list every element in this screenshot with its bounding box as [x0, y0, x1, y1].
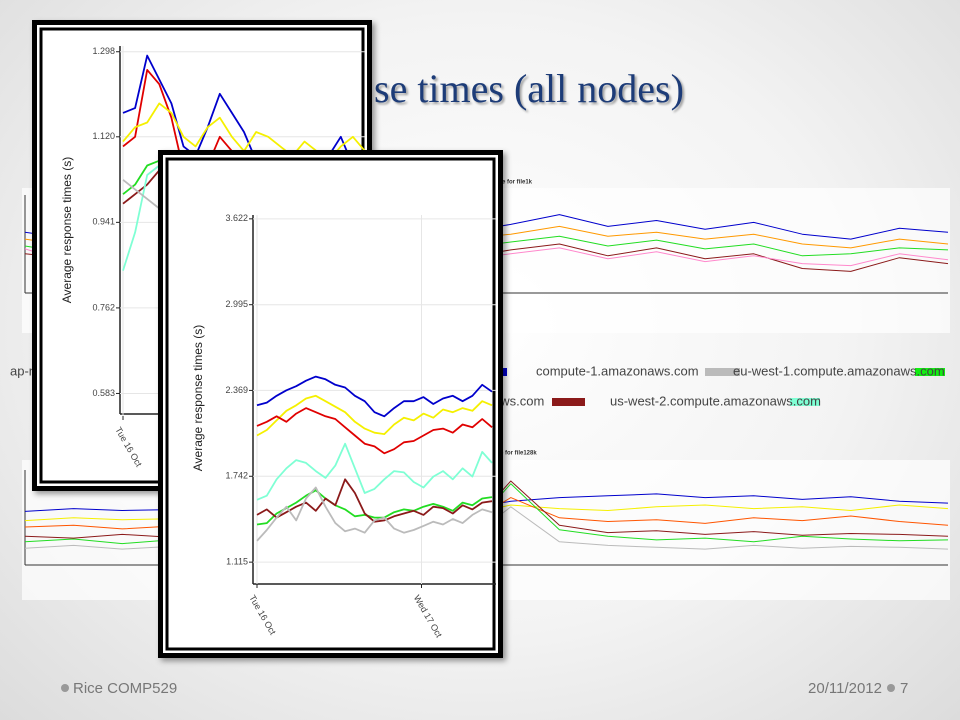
legend-swatch [790, 398, 820, 406]
legend-swatch [552, 398, 585, 406]
y-axis-label: Average response times (s) [191, 325, 205, 472]
series-line [256, 407, 493, 455]
y-tick-label: 1.742 [225, 471, 248, 481]
overlay-chart-2-plot: Average response times (s) 3.622 2.995 2.3… [191, 213, 496, 640]
y-tick-label: 3.622 [225, 213, 248, 223]
series-line [256, 489, 493, 526]
chart-title: nce for file1k [495, 180, 533, 186]
page-number: 7 [900, 680, 908, 697]
footer-date: 20/11/2012 [808, 680, 882, 697]
y-axis-label: Average response times (s) [60, 157, 74, 304]
series-line [256, 442, 493, 501]
y-tick-label: 0.941 [92, 217, 115, 227]
legend-label: eu-west-1.compute.amazonaws.com [733, 363, 945, 378]
legend: compute-1.amazonaws.com eu-west-1.compute… [493, 363, 945, 408]
legend-label: us-west-2.compute.amazonaws.com [610, 393, 821, 408]
legend-swatch [915, 368, 945, 376]
y-tick-label: 1.115 [226, 557, 248, 567]
chart-title: nce for file128k [493, 451, 537, 457]
y-tick-label: 0.583 [92, 388, 115, 398]
y-tick-label: 1.298 [92, 46, 115, 56]
series-line [256, 394, 493, 437]
y-tick-label: 0.762 [92, 302, 115, 312]
y-tick-label: 2.369 [225, 385, 248, 395]
legend-swatch [705, 368, 740, 376]
legend-label: compute-1.amazonaws.com [536, 363, 699, 378]
slide-title: se times (all nodes) [374, 66, 684, 111]
bullet [61, 684, 69, 692]
series-line [256, 486, 493, 542]
y-tick-label: 1.120 [92, 131, 115, 141]
legend-label: aws.com [493, 393, 544, 408]
footer-left: Rice COMP529 [73, 680, 177, 697]
y-tick-label: 2.995 [225, 299, 248, 309]
series-line [256, 375, 493, 418]
bullet [887, 684, 895, 692]
